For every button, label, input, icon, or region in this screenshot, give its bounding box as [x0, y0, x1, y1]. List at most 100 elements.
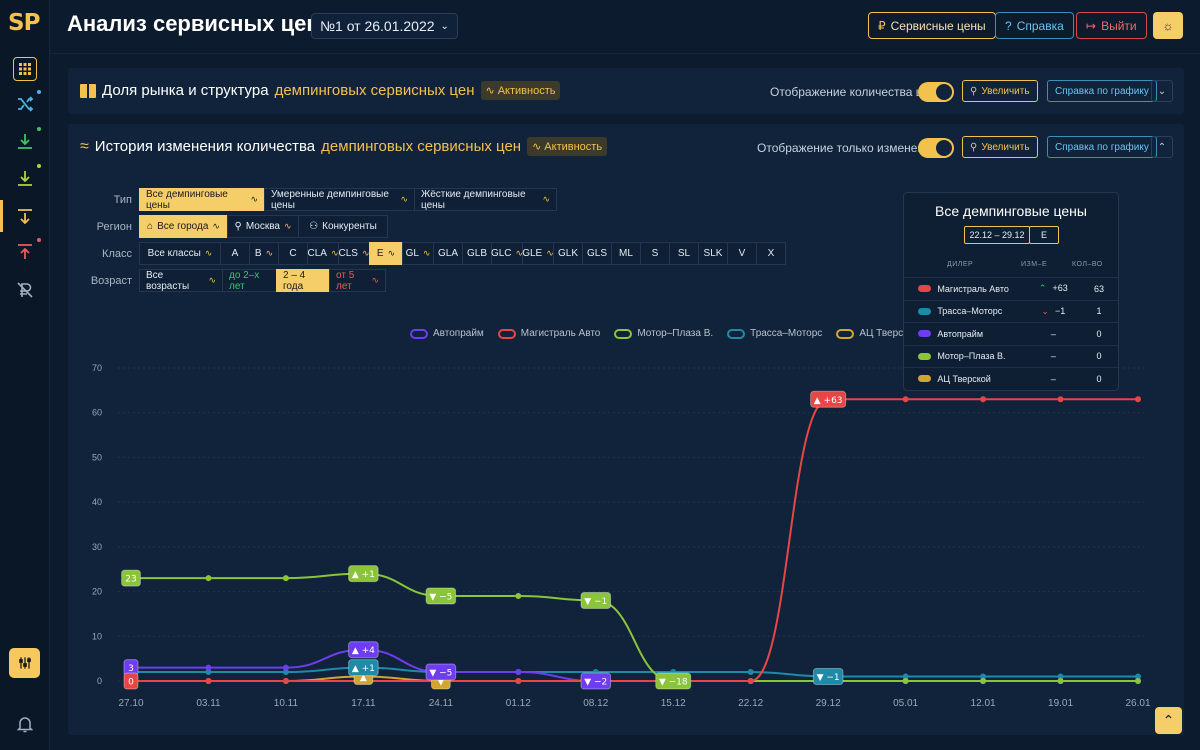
filter-sliders-icon[interactable]	[9, 648, 40, 678]
filter-region-option[interactable]: ⚲ Москва ∿	[227, 215, 299, 238]
data-point	[282, 678, 289, 684]
rouble-icon: ₽	[878, 18, 886, 33]
filter-class-option[interactable]: V	[727, 242, 757, 265]
table-row[interactable]: АЦ Тверской – 0	[904, 367, 1118, 389]
activity-badge[interactable]: ∿ Активность	[527, 137, 608, 156]
x-tick-label: 22.12	[738, 698, 763, 709]
table-row[interactable]: Мотор–Плаза В. – 0	[904, 344, 1118, 367]
col-count: КОЛ–ВО	[1072, 261, 1103, 268]
data-point	[515, 593, 522, 600]
no-rouble-icon[interactable]	[13, 278, 37, 302]
y-tick-label: 0	[97, 676, 102, 686]
chevron-down-icon: ⌄	[440, 20, 449, 32]
filter-class-option[interactable]: GLA	[433, 242, 463, 265]
filter-class-option[interactable]: B ∿	[249, 242, 279, 265]
chevron-up-icon[interactable]: ⌃	[1151, 136, 1173, 158]
users-icon: ⚇	[309, 221, 319, 232]
dealer-name: Автопрайм	[937, 328, 984, 339]
period-pill[interactable]: 22.12 – 29.12	[964, 226, 1030, 244]
legend-item[interactable]: Магистраль Авто	[497, 328, 600, 339]
dealer-name: Мотор–Плаза В.	[937, 351, 1006, 361]
data-label: 0	[128, 678, 134, 688]
table-row[interactable]: Магистраль Авто ⌃ +63 63	[904, 277, 1118, 299]
download-icon[interactable]	[13, 127, 41, 153]
chevron-down-icon[interactable]: ⌄	[1151, 80, 1173, 102]
filter-type-option[interactable]: Жёсткие демпинговые цены ∿	[414, 188, 557, 211]
filter-class-option[interactable]: C	[278, 242, 308, 265]
legend-label: АЦ Тверской	[859, 328, 919, 339]
chart-help-button[interactable]: Справка по графику	[1047, 136, 1157, 158]
filter-region-option[interactable]: ⌂ Все города ∿	[139, 215, 228, 238]
filter-option-label: Все города	[157, 221, 209, 232]
filter-option-label: GLE	[522, 248, 543, 259]
pulse-icon: ∿	[387, 248, 396, 258]
zoom-button[interactable]: ⚲ Увеличить	[962, 80, 1038, 102]
panel2-title: ≈ История изменения количества демпингов…	[80, 137, 608, 156]
data-label: ▼ −18	[659, 678, 688, 688]
legend-item[interactable]: АЦ Тверской	[836, 328, 919, 339]
filter-option-label: CLS	[338, 248, 358, 259]
y-tick-label: 20	[92, 587, 102, 597]
filter-class-option[interactable]: A	[220, 242, 250, 265]
download-icon[interactable]	[13, 164, 41, 190]
legend-item[interactable]: Мотор–Плаза В.	[614, 328, 713, 339]
filter-age-option[interactable]: до 2–х лет	[222, 269, 277, 292]
pulse-icon: ∿	[532, 141, 542, 153]
grid-icon[interactable]	[13, 57, 37, 81]
table-row[interactable]: Трасса–Моторс ⌄ −1 1	[904, 299, 1118, 322]
service-prices-button[interactable]: ₽ Сервисные цены	[868, 12, 996, 39]
filter-class-option[interactable]: E ∿	[369, 242, 403, 265]
filter-class-option[interactable]: GLK	[553, 242, 583, 265]
class-pill[interactable]: E	[1029, 226, 1059, 244]
filter-class-option[interactable]: GLE ∿	[522, 242, 554, 265]
filter-class-option[interactable]: SLK	[698, 242, 728, 265]
filter-class-option[interactable]: GLC ∿	[491, 242, 523, 265]
logout-button[interactable]: ↦ Выйти	[1076, 12, 1147, 39]
filter-class-option[interactable]: GLB	[462, 242, 492, 265]
sort-up-icon[interactable]	[13, 238, 41, 264]
filter-class-option[interactable]: X	[756, 242, 786, 265]
filter-class-option[interactable]: SL	[669, 242, 699, 265]
legend-item[interactable]: Автопрайм	[410, 328, 484, 339]
zoom-button[interactable]: ⚲ Увеличить	[962, 136, 1038, 158]
data-point	[515, 669, 522, 676]
filter-age-option[interactable]: от 5 лет ∿	[329, 269, 386, 292]
changes-toggle[interactable]	[918, 138, 954, 158]
shuffle-icon[interactable]	[13, 90, 41, 116]
document-select[interactable]: №1 от 26.01.2022 ⌄	[311, 13, 458, 39]
series-swatch	[918, 307, 932, 315]
filter-age-option[interactable]: Все возрасты ∿	[139, 269, 223, 292]
sort-down-icon[interactable]	[0, 200, 37, 232]
filter-class-option[interactable]: CLS ∿	[338, 242, 370, 265]
scroll-top-button[interactable]: ⌃	[1155, 707, 1182, 734]
summary-table: Все демпинговые цены 22.12 – 29.12 E ДИЛ…	[903, 192, 1119, 391]
filter-option-label: Все возрасты	[146, 269, 190, 292]
bell-icon[interactable]	[13, 712, 37, 736]
filter-region-option[interactable]: ⚇ Конкуренты	[298, 215, 388, 238]
activity-badge[interactable]: ∿ Активность	[480, 81, 561, 100]
filter-type-option[interactable]: Умеренные демпинговые цены ∿	[264, 188, 415, 211]
series-swatch	[918, 375, 932, 382]
count-toggle[interactable]	[918, 82, 954, 102]
pulse-icon: ∿	[204, 248, 213, 258]
filter-class-option[interactable]: Все классы ∿	[139, 242, 221, 265]
legend-item[interactable]: Трасса–Моторс	[727, 328, 822, 339]
data-point	[205, 669, 212, 676]
filter-class-option[interactable]: ML	[611, 242, 641, 265]
chart-lines-icon: ≈	[80, 137, 89, 155]
help-button[interactable]: ? Справка	[995, 12, 1074, 39]
filter-class-option[interactable]: GL ∿	[402, 242, 434, 265]
table-row[interactable]: Автопрайм – 0	[904, 322, 1118, 344]
data-label: ▲ +4	[352, 646, 375, 656]
filter-class-option[interactable]: CLA ∿	[307, 242, 339, 265]
filter-class-option[interactable]: S	[640, 242, 670, 265]
filter-age-option[interactable]: 2 – 4 года	[276, 269, 330, 292]
theme-toggle-button[interactable]: ☼	[1153, 12, 1183, 39]
filter-type-option[interactable]: Все демпинговые цены ∿	[139, 188, 265, 211]
filter-class-option[interactable]: GLS	[582, 242, 612, 265]
data-label-box	[810, 390, 847, 408]
x-tick-label: 12.01	[971, 698, 996, 709]
chart-help-button[interactable]: Справка по графику	[1047, 80, 1157, 102]
y-tick-label: 30	[92, 542, 102, 552]
pulse-icon: ∿	[400, 194, 408, 204]
